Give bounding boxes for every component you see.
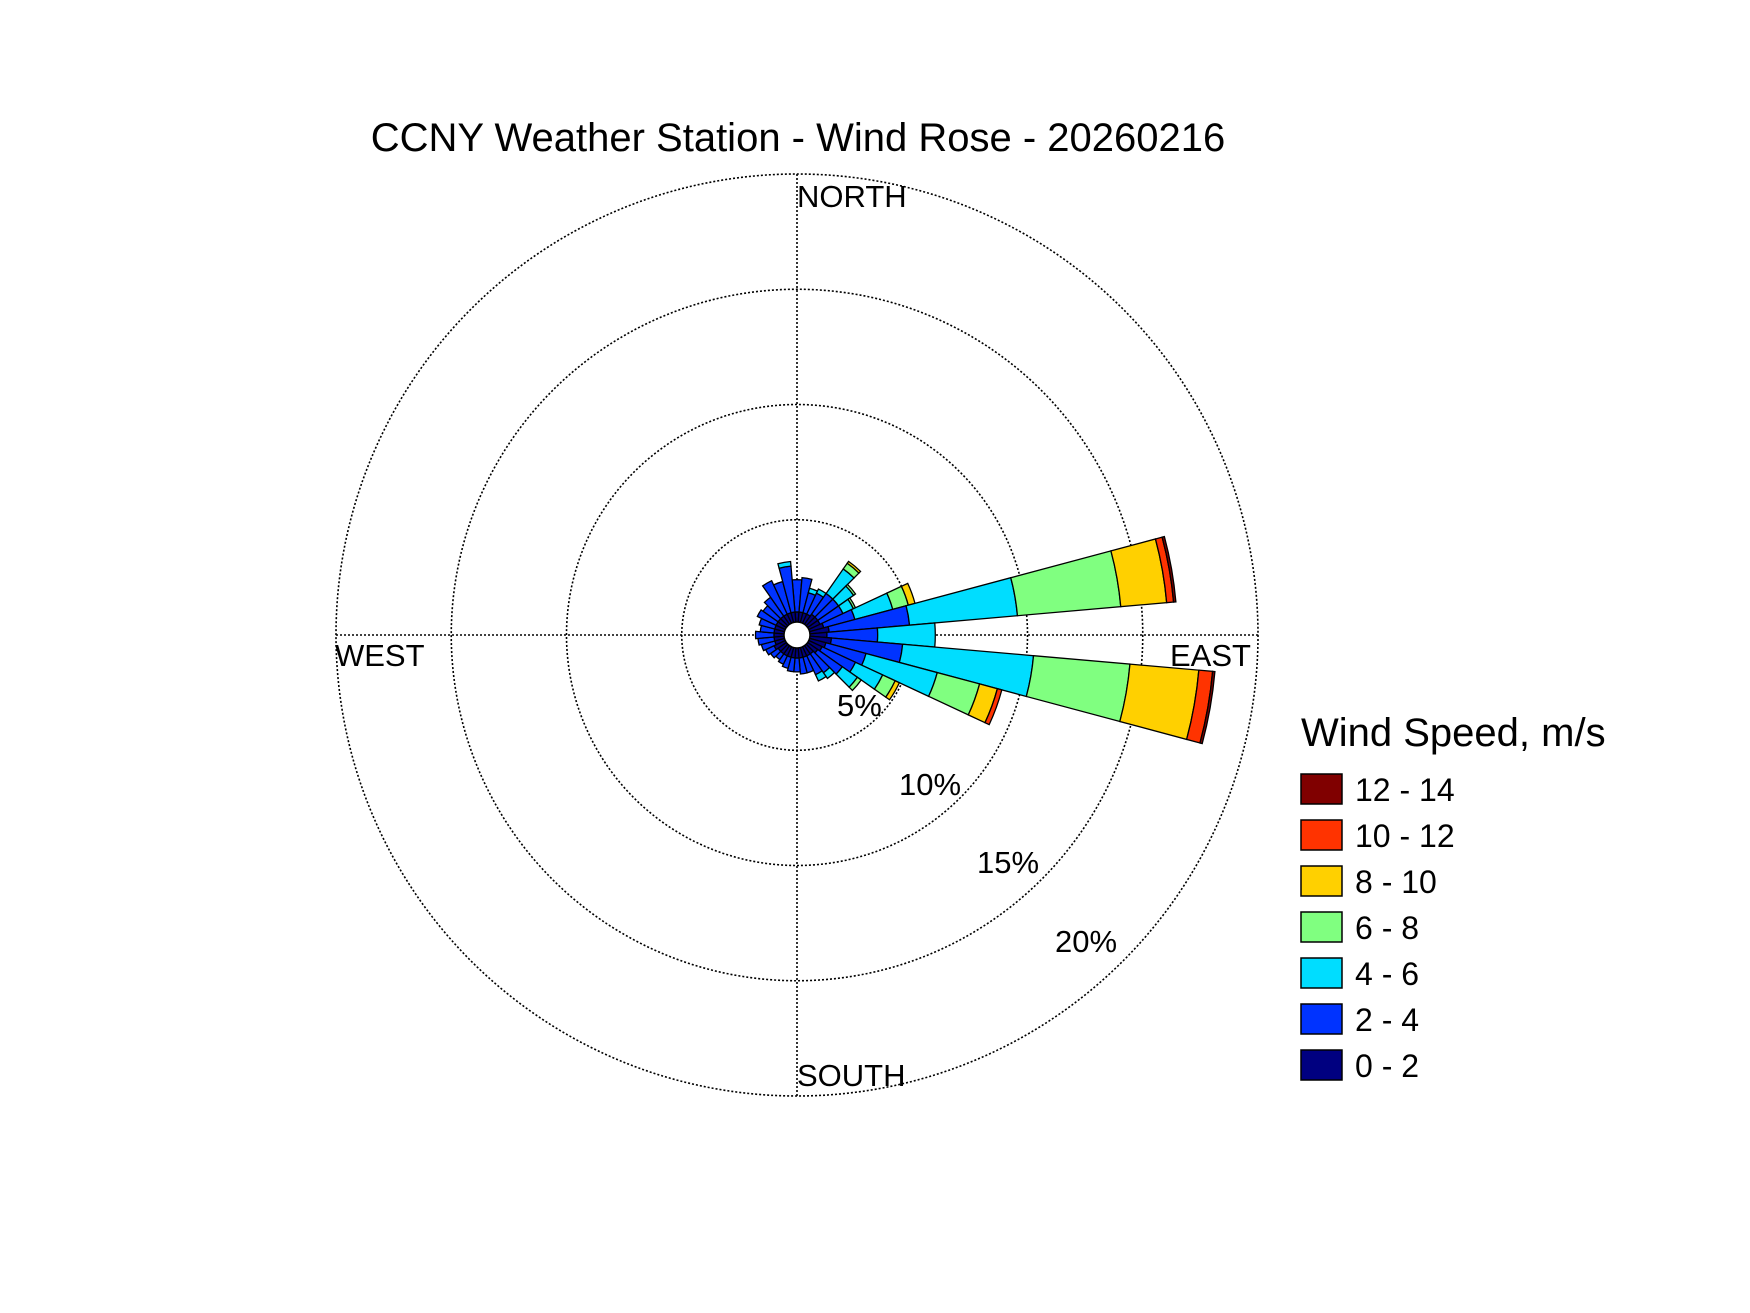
wedge-350deg-bin-2	[777, 560, 792, 570]
grid-ring-10	[565, 403, 1029, 867]
wedge-100deg-bin-4	[1119, 663, 1200, 741]
wedge-10deg-bin-1	[798, 576, 813, 614]
west-label: WEST	[335, 638, 425, 673]
legend-swatch-2	[1300, 865, 1343, 897]
wedge-190deg-bin-1	[786, 656, 796, 673]
legend-label-6: 0 - 2	[1355, 1048, 1419, 1084]
wedge-100deg-bin-6	[1199, 670, 1216, 745]
north-label: NORTH	[797, 179, 907, 214]
legend-label-4: 4 - 6	[1355, 956, 1419, 992]
legend-label-2: 8 - 10	[1355, 864, 1437, 900]
legend-label-5: 2 - 4	[1355, 1002, 1419, 1038]
grid-ring-15	[450, 288, 1144, 982]
legend-swatch-0	[1300, 773, 1343, 805]
east-label: EAST	[1170, 638, 1251, 673]
legend: 12 - 14 10 - 12 8 - 10 6 - 8 4 - 6 2 - 4 0 - 2	[1300, 772, 1455, 1084]
legend-swatch-4	[1300, 957, 1343, 989]
wedge-80deg-bin-6	[1161, 535, 1177, 603]
wedge-130deg-bin-3	[848, 676, 863, 692]
legend-title: Wind Speed, m/s	[1301, 711, 1606, 755]
wedge-210deg-bin-1	[777, 652, 789, 666]
wedge-80deg-bin-2	[905, 576, 1019, 626]
ring-label-20: 20%	[1055, 924, 1117, 959]
wedge-330deg-bin-1	[761, 579, 789, 618]
legend-swatch-6	[1300, 1049, 1343, 1081]
ring-label-10: 10%	[899, 767, 961, 802]
wedge-150deg-bin-2	[814, 669, 827, 682]
wedge-200deg-bin-1	[781, 655, 792, 670]
chart-title: CCNY Weather Station - Wind Rose - 20260…	[371, 116, 1226, 160]
polar-grid	[335, 173, 1259, 1097]
legend-swatch-3	[1300, 911, 1343, 943]
legend-label-3: 6 - 8	[1355, 910, 1419, 946]
ring-label-15: 15%	[977, 845, 1039, 880]
wedge-80deg-bin-3	[1009, 550, 1122, 617]
ring-label-5: 5%	[837, 688, 882, 723]
wedge-110deg-bin-5	[984, 687, 1003, 726]
legend-swatch-1	[1300, 819, 1343, 851]
center-hub	[783, 621, 811, 649]
wedge-40deg-bin-4	[846, 560, 862, 574]
wind-sectors	[754, 535, 1216, 745]
legend-label-1: 10 - 12	[1355, 818, 1455, 854]
wedge-50deg-bin-3	[844, 583, 857, 597]
wedge-300deg-bin-1	[756, 608, 780, 627]
legend-swatch-5	[1300, 1003, 1343, 1035]
legend-label-0: 12 - 14	[1355, 772, 1455, 808]
wedge-120deg-bin-4	[884, 679, 901, 701]
south-label: SOUTH	[797, 1058, 906, 1093]
wedge-170deg-bin-1	[798, 656, 808, 675]
wedge-100deg-bin-3	[1025, 654, 1131, 723]
